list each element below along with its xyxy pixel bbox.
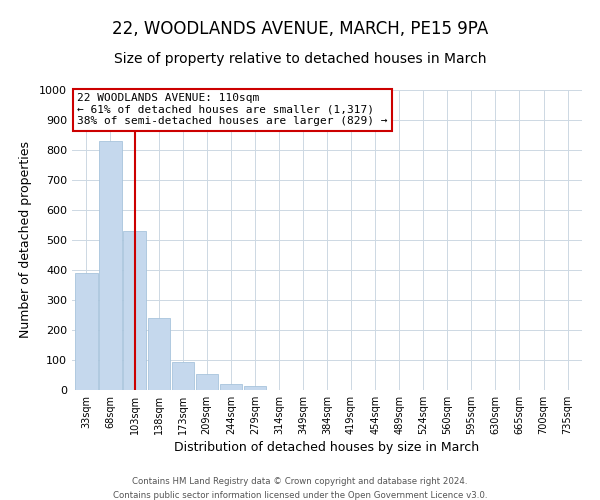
Bar <box>100 142 122 390</box>
Text: Size of property relative to detached houses in March: Size of property relative to detached ho… <box>114 52 486 66</box>
Bar <box>148 318 170 390</box>
X-axis label: Distribution of detached houses by size in March: Distribution of detached houses by size … <box>175 441 479 454</box>
Y-axis label: Number of detached properties: Number of detached properties <box>19 142 32 338</box>
Bar <box>172 362 194 390</box>
Bar <box>196 374 218 390</box>
Bar <box>220 384 242 390</box>
Bar <box>76 273 98 390</box>
Text: 22 WOODLANDS AVENUE: 110sqm
← 61% of detached houses are smaller (1,317)
38% of : 22 WOODLANDS AVENUE: 110sqm ← 61% of det… <box>77 93 388 126</box>
Bar <box>244 386 266 390</box>
Text: Contains HM Land Registry data © Crown copyright and database right 2024.
Contai: Contains HM Land Registry data © Crown c… <box>113 478 487 500</box>
Bar <box>124 231 146 390</box>
Text: 22, WOODLANDS AVENUE, MARCH, PE15 9PA: 22, WOODLANDS AVENUE, MARCH, PE15 9PA <box>112 20 488 38</box>
